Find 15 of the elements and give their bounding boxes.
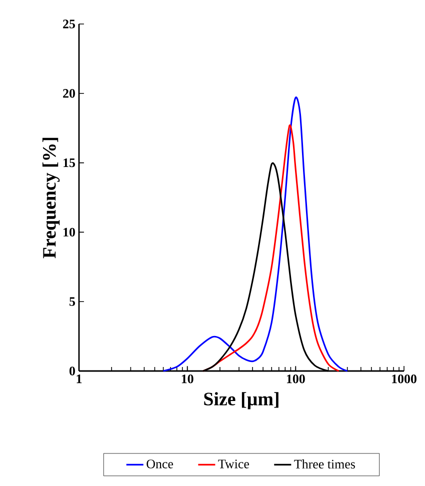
y-tick-label: 5 [70, 297, 76, 306]
x-tick-label: 100 [286, 374, 305, 384]
x-axis-title: Size [µm] [204, 392, 278, 410]
y-tick-label: 10 [64, 228, 75, 237]
y-tick-label: 15 [64, 158, 76, 168]
x-tick-label: 1 [76, 374, 82, 384]
legend-label: Three times [294, 459, 355, 469]
legend-label: Twice [218, 460, 250, 468]
y-tick-label: 0 [70, 366, 75, 376]
y-axis-title: Frequency [%] [42, 138, 60, 258]
y-tick-label: 25 [63, 20, 76, 28]
legend-label: Once [146, 460, 174, 468]
x-tick-label: 1000 [392, 374, 416, 384]
x-tick-label: 10 [182, 374, 194, 384]
y-tick-label: 20 [63, 89, 75, 98]
